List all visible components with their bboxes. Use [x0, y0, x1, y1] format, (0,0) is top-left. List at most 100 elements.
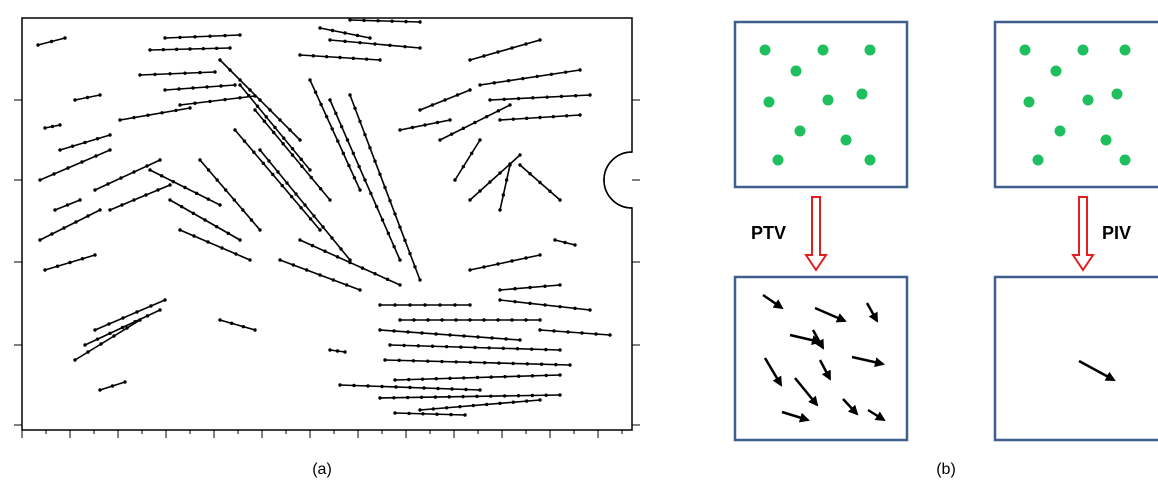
streak-dot: [38, 238, 41, 241]
streak-dot: [369, 192, 372, 195]
streak-dot: [463, 413, 466, 416]
streak-dot: [368, 36, 371, 39]
streak-dot: [375, 205, 378, 208]
streak-dot: [330, 236, 333, 239]
streak-dot: [368, 146, 371, 149]
streak-dot: [294, 192, 297, 195]
streak-dot: [468, 198, 471, 201]
streak-dot: [538, 38, 541, 41]
streak-dot: [378, 303, 381, 306]
streak-dot: [456, 93, 459, 96]
streak-dot: [440, 318, 443, 321]
streak-dot: [568, 363, 571, 366]
streak-dot: [191, 86, 194, 89]
streak-dot: [489, 394, 492, 397]
streak-dot: [490, 336, 493, 339]
streak-dot: [96, 337, 99, 340]
streak-dot: [448, 377, 451, 380]
arrow: [806, 197, 826, 270]
streak-dot: [386, 278, 389, 281]
streak-dot: [510, 318, 513, 321]
streak-dot: [383, 186, 386, 189]
streak-dot: [106, 182, 109, 185]
streak-dot: [563, 241, 566, 244]
streak-dot: [538, 318, 541, 321]
streak-dot: [538, 253, 541, 256]
streak-dot: [252, 151, 255, 154]
streak-dot: [552, 329, 555, 332]
streak-dot: [503, 98, 506, 101]
streak-dot: [319, 103, 322, 106]
streak-dot: [517, 394, 520, 397]
streak-dot: [390, 20, 393, 23]
streak-dot: [525, 399, 528, 402]
streak-dot: [445, 406, 448, 409]
streak-dot: [312, 214, 315, 217]
streak-dot: [473, 121, 476, 124]
streak-dot: [195, 192, 198, 195]
streak-dot: [319, 187, 322, 190]
streak-dot: [83, 343, 86, 346]
streak-dot: [450, 387, 453, 390]
streak-dot: [162, 48, 165, 51]
streak-dot: [482, 265, 485, 268]
streak-dot: [378, 328, 381, 331]
streak-dot: [198, 71, 201, 74]
streak-dot: [517, 97, 520, 100]
streak-dot: [440, 360, 443, 363]
streak-dot: [342, 152, 345, 155]
particle: [1051, 66, 1062, 77]
streak-dot: [121, 326, 124, 329]
streak-dot: [398, 225, 401, 228]
streak-dot: [177, 87, 180, 90]
streak-dot: [554, 363, 557, 366]
streak-dot: [432, 407, 435, 410]
panel-a: [14, 18, 640, 438]
streak-dot: [99, 342, 102, 345]
streak-dot: [510, 46, 513, 49]
streak-dot: [43, 126, 46, 129]
particle: [865, 155, 876, 166]
streak-dot: [574, 94, 577, 97]
particle: [1055, 126, 1066, 137]
streak-dot: [292, 263, 295, 266]
streak-dot: [578, 113, 581, 116]
frame: [22, 18, 632, 430]
streak-dot: [505, 178, 508, 181]
streak-dot: [524, 256, 527, 259]
streak-dot: [566, 330, 569, 333]
streaks: [36, 18, 611, 416]
streak-dot: [193, 102, 196, 105]
streak-dot: [393, 303, 396, 306]
streak-dot: [553, 238, 556, 241]
streak-dot: [392, 396, 395, 399]
streak-dot: [321, 225, 324, 228]
streak: [455, 140, 480, 180]
streak-dot: [392, 329, 395, 332]
streak-dot: [268, 108, 271, 111]
streak: [140, 72, 215, 75]
streak: [110, 185, 170, 210]
streak-dot: [363, 133, 366, 136]
streak-dot: [408, 303, 411, 306]
box: [995, 277, 1158, 440]
streak-dot: [496, 318, 499, 321]
streak-dot: [66, 203, 69, 206]
streak-dot: [78, 198, 81, 201]
streak-dot: [338, 383, 341, 386]
streak: [180, 96, 255, 105]
streak-dot: [258, 228, 261, 231]
streak-dot: [256, 105, 259, 108]
streak-dot: [388, 44, 391, 47]
streak-dot: [408, 252, 411, 255]
streak-dot: [418, 278, 421, 281]
streak-dot: [328, 98, 331, 101]
streak-dot: [132, 170, 135, 173]
particle: [1033, 155, 1044, 166]
streak-dot: [588, 308, 591, 311]
streak-dot: [435, 413, 438, 416]
streak-dot: [538, 328, 541, 331]
streak: [95, 160, 160, 190]
streak-dot: [436, 387, 439, 390]
streak-dot: [205, 85, 208, 88]
